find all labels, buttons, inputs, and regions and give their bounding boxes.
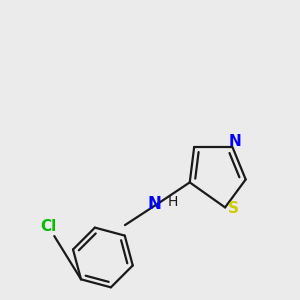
Text: Cl: Cl — [40, 219, 56, 234]
Text: N: N — [229, 134, 242, 149]
Text: N: N — [148, 196, 161, 214]
Text: H: H — [168, 194, 178, 208]
Text: S: S — [228, 201, 239, 216]
